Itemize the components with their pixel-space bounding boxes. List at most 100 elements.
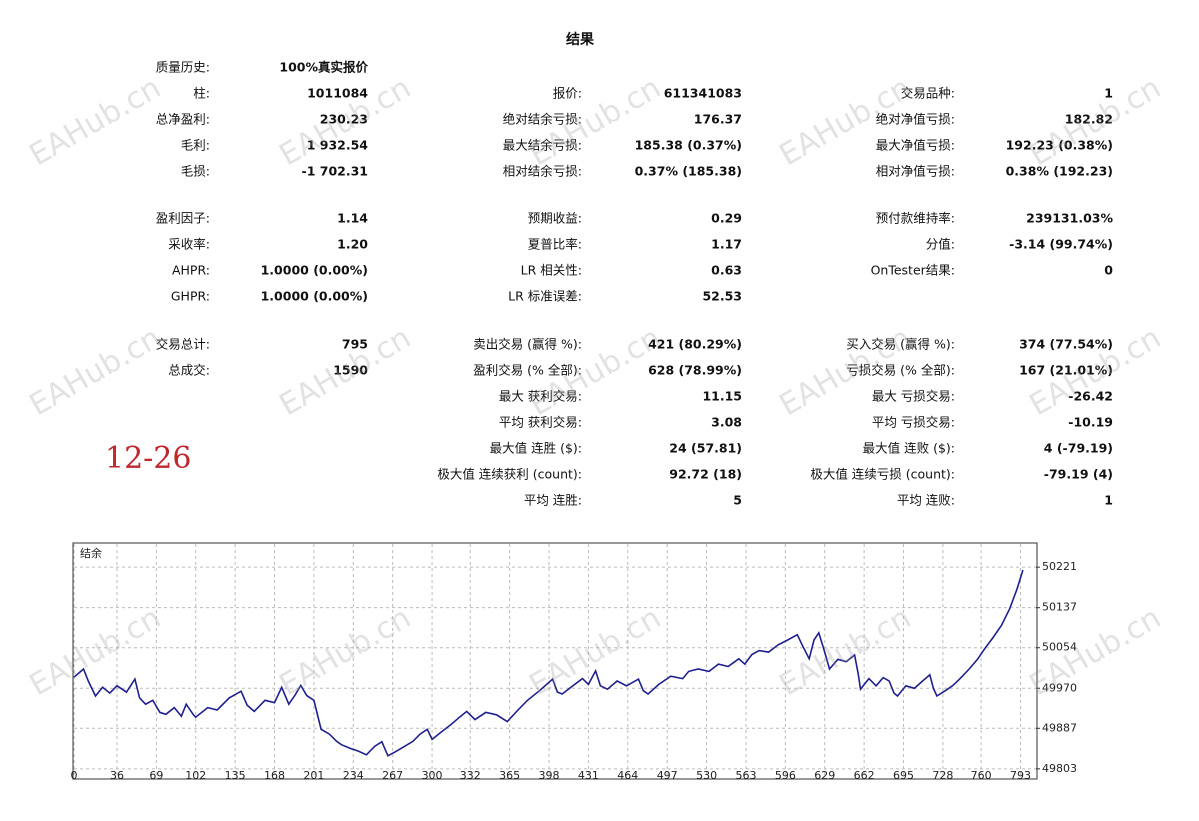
x-tick-label: 760 [971, 769, 992, 782]
stat-value: 3.08 [711, 415, 742, 430]
x-tick-label: 36 [110, 769, 124, 782]
stat-value: 100%真实报价 [279, 60, 368, 75]
balance-chart: 49803 49887 49970 50054 50137 50221 0 36 69 102 13… [71, 542, 1077, 782]
x-tick-label: 365 [499, 769, 520, 782]
stat-label: 最大值 连败 ($): [863, 441, 955, 456]
x-tick-label: 234 [343, 769, 364, 782]
stat-label: 交易总计: [156, 337, 210, 352]
stat-value: -1 702.31 [302, 164, 368, 179]
x-tick-label: 168 [264, 769, 285, 782]
stat-label: 平均 获利交易: [499, 415, 582, 430]
stat-value: 0.38% (192.23) [1006, 164, 1113, 179]
stat-value: 1011084 [307, 86, 368, 101]
stat-value: -10.19 [1068, 415, 1113, 430]
x-tick-label: 69 [149, 769, 163, 782]
stat-value: 611341083 [664, 86, 742, 101]
stat-label: 最大值 连胜 ($): [490, 441, 582, 456]
stat-label: 买入交易 (赢得 %): [846, 337, 955, 352]
series-label: 结余 [80, 546, 102, 560]
stat-value: 1.20 [337, 237, 368, 252]
stat-label: 绝对结余亏损: [503, 112, 582, 127]
stat-value: 1.14 [337, 211, 368, 226]
x-tick-label: 0 [71, 769, 78, 782]
stat-value: 1.17 [711, 237, 742, 252]
stat-label: 夏普比率: [528, 237, 582, 252]
stat-label: 柱: [193, 86, 210, 101]
x-tick-label: 530 [696, 769, 717, 782]
x-tick-label: 464 [617, 769, 638, 782]
stat-value: 0 [1104, 263, 1113, 278]
stat-value: -26.42 [1068, 389, 1113, 404]
stat-label: 质量历史: [156, 60, 210, 75]
stat-label: 极大值 连续获利 (count): [437, 467, 582, 482]
plot-frame [72, 542, 1038, 780]
stat-value: 1.0000 (0.00%) [261, 263, 368, 278]
stat-value: 185.38 (0.37%) [635, 138, 742, 153]
stat-label: 毛损: [181, 164, 210, 179]
stat-value: 230.23 [320, 112, 368, 127]
stat-value: 182.82 [1065, 112, 1113, 127]
stat-value: 374 (77.54%) [1019, 337, 1113, 352]
annotation: 12-26 [105, 441, 191, 476]
stat-label: 采收率: [168, 237, 210, 252]
stat-value: 5 [733, 493, 742, 508]
x-tick-label: 431 [578, 769, 599, 782]
stat-label: 相对结余亏损: [503, 164, 582, 179]
stat-value: 1 [1104, 493, 1113, 508]
y-tick-label: 49887 [1042, 721, 1077, 734]
stat-label: LR 标准误差: [508, 289, 582, 304]
stat-value: 1.0000 (0.00%) [261, 289, 368, 304]
stat-label: 盈利交易 (% 全部): [473, 363, 582, 378]
y-tick-label: 50221 [1042, 560, 1077, 573]
y-tick-label: 50054 [1042, 641, 1077, 654]
stat-label: 最大净值亏损: [876, 138, 955, 153]
stat-label: 平均 亏损交易: [872, 415, 955, 430]
y-tick-label: 49970 [1042, 681, 1077, 694]
stat-value: 0.63 [711, 263, 742, 278]
x-tick-label: 267 [382, 769, 403, 782]
stat-label: 总净盈利: [156, 112, 210, 127]
report-title: 结果 [566, 31, 595, 48]
x-tick-label: 629 [814, 769, 835, 782]
x-tick-label: 332 [460, 769, 481, 782]
stat-value: 0.37% (185.38) [635, 164, 742, 179]
x-tick-label: 596 [775, 769, 796, 782]
x-tick-label: 497 [657, 769, 678, 782]
stat-label: 盈利因子: [156, 211, 210, 226]
stat-label: 分值: [926, 237, 955, 252]
balance-line [73, 569, 1024, 757]
stat-label: OnTester结果: [871, 263, 955, 278]
stat-value: 167 (21.01%) [1019, 363, 1113, 378]
stat-label: 报价: [553, 86, 582, 101]
stat-value: 192.23 (0.38%) [1006, 138, 1113, 153]
stat-label: 最大结余亏损: [503, 138, 582, 153]
stat-label: 亏损交易 (% 全部): [846, 363, 955, 378]
stat-value: 92.72 (18) [669, 467, 742, 482]
stat-value: 176.37 [694, 112, 742, 127]
stat-label: AHPR: [172, 263, 210, 278]
stat-label: 相对净值亏损: [876, 164, 955, 179]
stat-label: GHPR: [171, 289, 210, 304]
stat-value: 1 932.54 [307, 138, 369, 153]
stat-label: 最大 获利交易: [499, 389, 582, 404]
stat-label: LR 相关性: [521, 263, 582, 278]
stat-label: 卖出交易 (赢得 %): [473, 337, 582, 352]
stat-label: 极大值 连续亏损 (count): [810, 467, 955, 482]
stat-value: 1 [1104, 86, 1113, 101]
x-tick-label: 793 [1010, 769, 1031, 782]
stat-value: 24 (57.81) [669, 441, 742, 456]
x-tick-label: 728 [932, 769, 953, 782]
x-tick-label: 398 [539, 769, 560, 782]
stat-value: 4 (-79.19) [1044, 441, 1113, 456]
x-tick-label: 563 [735, 769, 756, 782]
x-tick-label: 300 [422, 769, 443, 782]
stat-label: 预期收益: [528, 211, 582, 226]
stat-label: 平均 连败: [897, 493, 955, 508]
stat-value: 52.53 [702, 289, 742, 304]
stat-label: 最大 亏损交易: [872, 389, 955, 404]
stat-value: 628 (78.99%) [648, 363, 742, 378]
